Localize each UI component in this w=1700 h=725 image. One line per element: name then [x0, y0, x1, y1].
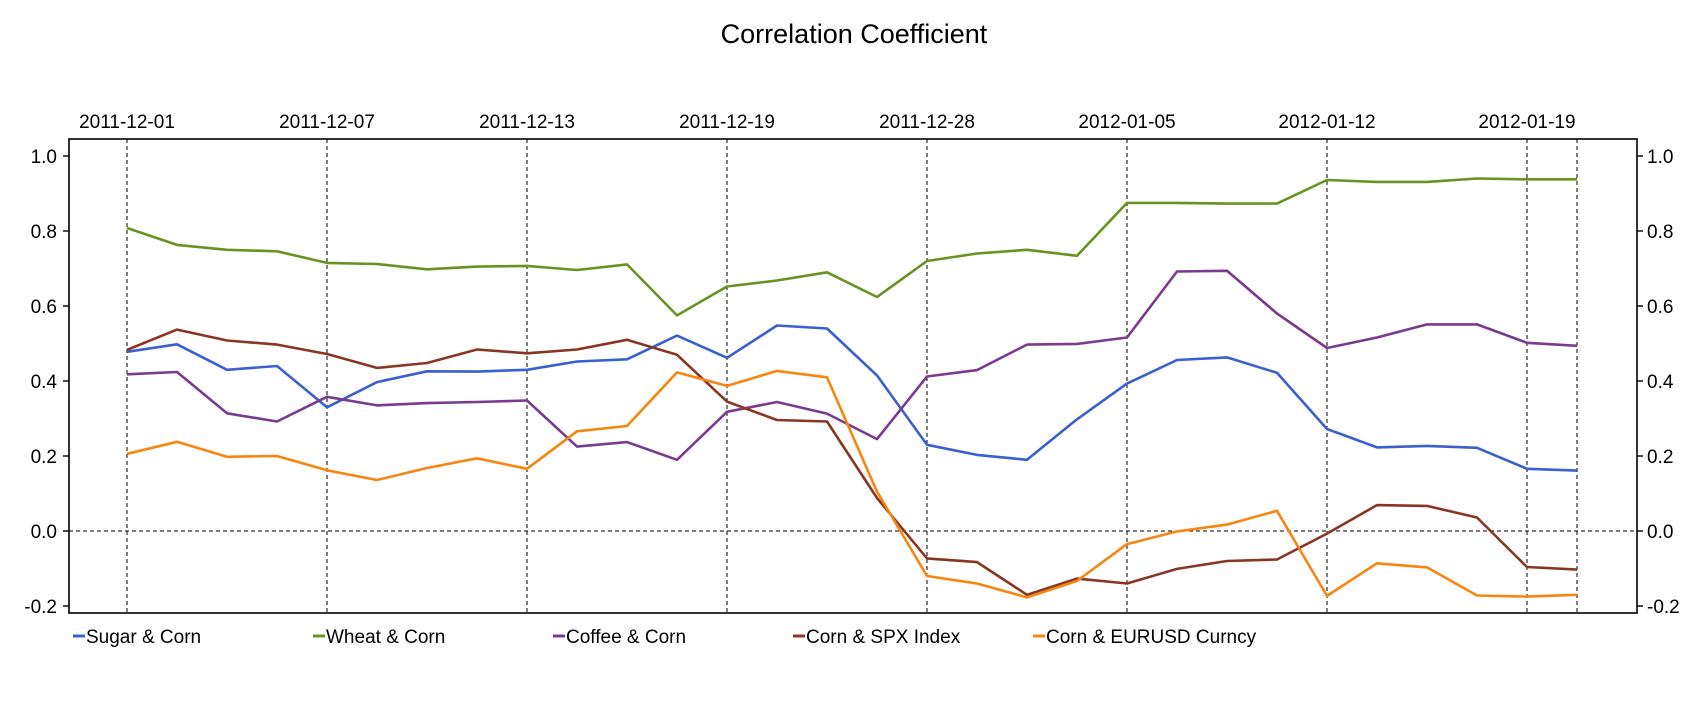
y-tick-label-right: 0.8: [1647, 222, 1673, 243]
legend-label-1: Wheat & Corn: [326, 627, 445, 648]
y-tick-label-right: -0.2: [1647, 597, 1680, 618]
chart-title: Correlation Coefficient: [721, 19, 988, 49]
legend: Sugar & Corn Wheat & Corn Coffee & Corn Cor…: [73, 627, 1257, 648]
y-tick-label-right: 0.4: [1647, 372, 1674, 393]
y-tick-label-right: 0.6: [1647, 297, 1673, 318]
x-tick-label: 2011-12-28: [879, 112, 975, 133]
y-tick-label-right: 0.0: [1647, 522, 1673, 543]
plot-frame: [68, 138, 1638, 614]
x-tick-label: 2012-01-12: [1278, 112, 1375, 133]
legend-label-3: Corn & SPX Index: [806, 627, 961, 648]
legend-label-0: Sugar & Corn: [86, 627, 201, 648]
legend-label-4: Corn & EURUSD Curncy: [1046, 627, 1257, 648]
x-axis-top: 2011-12-01 2011-12-07 2011-12-13 2011-12-19…: [79, 112, 1575, 133]
series-line-1: [126, 177, 1577, 317]
series-line-0: [126, 324, 1578, 472]
y-tick-label-left: 0.4: [31, 372, 58, 393]
x-tick-label: 2011-12-13: [479, 112, 575, 133]
x-tick-label: 2011-12-07: [279, 112, 375, 133]
series-layer: [126, 177, 1578, 599]
series-line-3: [126, 328, 1578, 597]
y-tick-label-left: -0.2: [24, 597, 57, 618]
y-tick-label-left: 0.6: [31, 297, 57, 318]
y-tick-label-left: 0.2: [31, 447, 57, 468]
series-line-4: [126, 369, 1578, 599]
y-tick-label-right: 0.2: [1647, 447, 1673, 468]
y-tick-label-right: 1.0: [1647, 147, 1673, 168]
grid-layer: [69, 139, 1637, 613]
x-tick-label: 2011-12-19: [679, 112, 775, 133]
y-axis-right: -0.2 0.0 0.2 0.4 0.6 0.8 1.0: [1637, 147, 1680, 618]
legend-label-2: Coffee & Corn: [566, 627, 686, 648]
y-tick-label-left: 1.0: [31, 147, 57, 168]
x-tick-label: 2012-01-05: [1078, 112, 1175, 133]
y-axis-left: -0.2 0.0 0.2 0.4 0.6 0.8 1.0: [24, 147, 69, 618]
series-line-2: [126, 269, 1578, 462]
y-tick-label-left: 0.8: [31, 222, 57, 243]
x-tick-label: 2012-01-19: [1478, 112, 1575, 133]
x-tick-label: 2011-12-01: [79, 112, 175, 133]
y-tick-label-left: 0.0: [31, 522, 57, 543]
